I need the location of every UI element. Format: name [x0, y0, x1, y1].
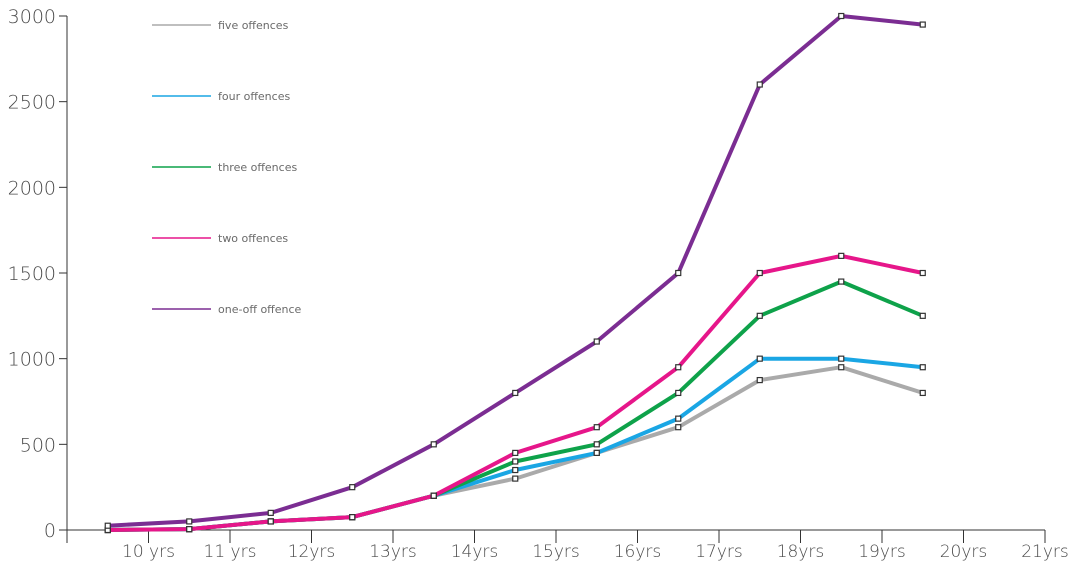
y-tick-label: 500 — [20, 434, 56, 456]
data-point-marker — [838, 364, 845, 371]
data-point-marker — [430, 492, 437, 499]
x-axis-ticks: 10 yrs 11 yrs 12yrs 13yrs 14yrs 15yrs 16yrs 17y… — [66, 530, 1069, 562]
data-point-marker — [675, 269, 682, 277]
data-point-marker — [512, 475, 519, 482]
data-point-marker — [104, 522, 111, 529]
data-point-marker — [756, 269, 763, 277]
data-point-marker — [756, 376, 763, 384]
data-point-marker — [349, 514, 356, 521]
data-point-marker — [430, 441, 437, 448]
x-tick-label: 10 yrs — [122, 542, 175, 562]
data-point-marker — [756, 355, 763, 362]
x-tick-label: 11 yrs — [204, 542, 257, 562]
data-point-marker — [675, 389, 682, 397]
data-point-marker — [593, 338, 600, 345]
x-tick-label: 14yrs — [451, 542, 499, 562]
x-tick-label: 20yrs — [940, 542, 988, 562]
x-tick-label: 16yrs — [614, 542, 662, 562]
series-line-four-offences — [105, 356, 925, 532]
y-tick-label: 2000 — [8, 177, 56, 199]
x-tick-label: 17yrs — [695, 542, 743, 562]
legend-label: one-off offence — [218, 303, 302, 316]
data-point-marker — [675, 415, 682, 422]
data-point-marker — [919, 389, 926, 397]
data-point-marker — [675, 364, 682, 371]
data-point-marker — [675, 424, 682, 431]
data-point-marker — [186, 518, 193, 525]
series-markers — [104, 12, 926, 534]
data-point-marker — [919, 269, 926, 277]
legend: five offences four offences three offences… — [152, 19, 302, 316]
y-tick-label: 1500 — [8, 263, 56, 285]
legend-label: five offences — [218, 19, 289, 32]
data-point-marker — [512, 458, 519, 465]
data-point-marker — [838, 355, 845, 362]
data-point-marker — [919, 21, 926, 28]
data-point-marker — [593, 424, 600, 431]
series-line-three-offences — [105, 279, 925, 532]
data-point-marker — [512, 389, 519, 397]
legend-label: two offences — [218, 232, 288, 245]
x-tick-label: 13yrs — [369, 542, 417, 562]
x-tick-label: 18yrs — [777, 542, 825, 562]
data-point-marker — [838, 278, 845, 285]
x-tick-label: 12yrs — [288, 542, 336, 562]
x-tick-label: 19yrs — [858, 542, 906, 562]
y-axis-ticks: 0 500 1000 1500 2000 2500 3000 — [8, 6, 67, 542]
data-point-marker — [593, 441, 600, 448]
data-point-marker — [267, 509, 274, 516]
y-tick-label: 1000 — [8, 349, 56, 371]
data-point-marker — [919, 312, 926, 319]
y-tick-label: 3000 — [8, 6, 56, 28]
x-tick-label: 15yrs — [532, 542, 580, 562]
data-point-marker — [919, 364, 926, 371]
y-tick-label: 0 — [44, 520, 56, 542]
legend-label: three offences — [218, 161, 297, 174]
data-point-marker — [267, 518, 274, 525]
data-point-marker — [593, 449, 600, 456]
x-tick-label: 21yrs — [1021, 542, 1069, 562]
data-point-marker — [838, 252, 845, 259]
y-tick-label: 2500 — [8, 92, 56, 114]
data-point-marker — [186, 526, 193, 533]
data-point-marker — [512, 466, 519, 474]
data-point-marker — [512, 449, 519, 456]
data-point-marker — [756, 312, 763, 319]
data-point-marker — [756, 81, 763, 88]
legend-label: four offences — [218, 90, 290, 103]
data-point-marker — [838, 12, 845, 20]
data-point-marker — [349, 484, 356, 491]
